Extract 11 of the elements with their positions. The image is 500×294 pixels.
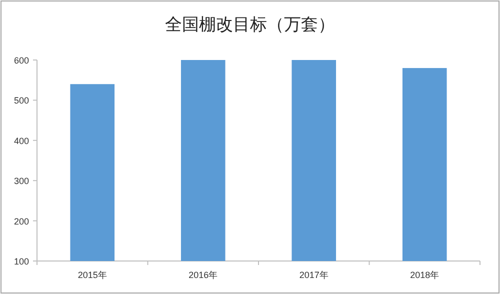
- y-tick-label: 200: [14, 216, 29, 226]
- y-tick-label: 400: [14, 136, 29, 146]
- x-tick-label: 2015年: [78, 270, 107, 280]
- x-tick-label: 2017年: [299, 270, 328, 280]
- y-tick-label: 600: [14, 56, 29, 66]
- y-tick-label: 500: [14, 96, 29, 106]
- x-tick-label: 2016年: [188, 270, 218, 280]
- y-tick-label: 100: [14, 256, 29, 266]
- y-tick-label: 300: [14, 176, 29, 186]
- chart-title: 全国棚改目标（万套）: [165, 15, 335, 34]
- x-tick-label: 2018年: [410, 270, 440, 280]
